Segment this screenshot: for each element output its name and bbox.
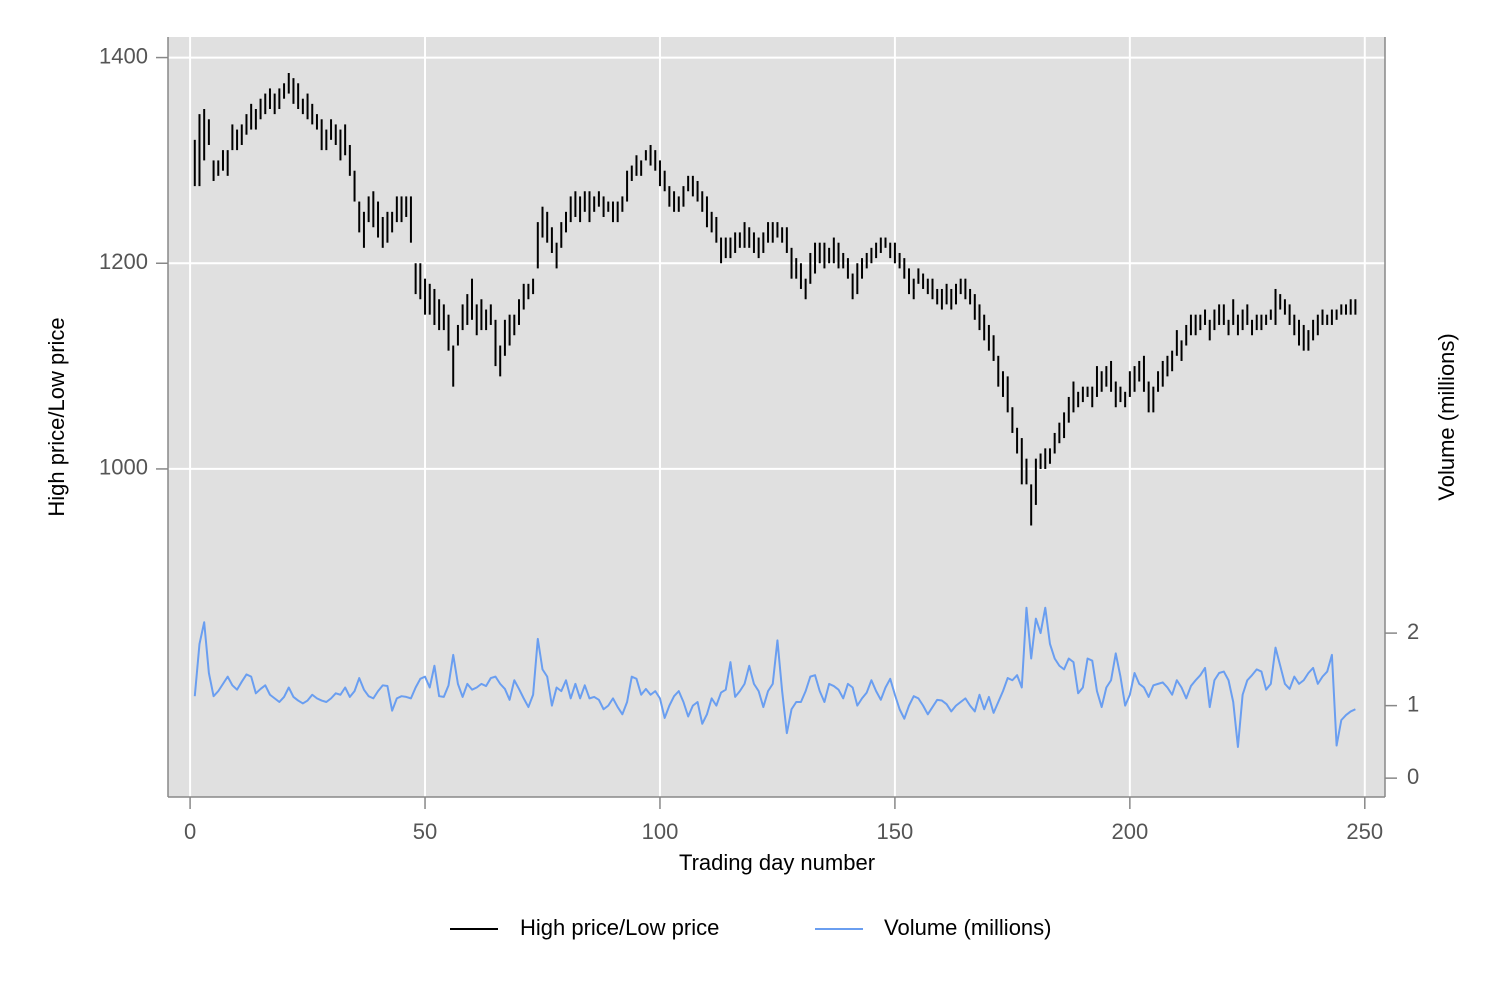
- plot-area: [168, 37, 1385, 797]
- y-axis-title: High price/Low price: [44, 317, 69, 516]
- legend: High price/Low price Volume (millions): [450, 915, 1052, 940]
- y-tick-label: 1200: [99, 249, 148, 274]
- x-tick-label: 0: [184, 819, 196, 844]
- volume-line: [193, 606, 1356, 748]
- x-tick-label: 50: [413, 819, 437, 844]
- y-tick-label: 1400: [99, 43, 148, 68]
- x-tick-label: 100: [642, 819, 679, 844]
- y2-tick-label: 0: [1407, 764, 1419, 789]
- y2-tick-label: 1: [1407, 691, 1419, 716]
- x-tick-label: 250: [1346, 819, 1383, 844]
- legend-label: Volume (millions): [884, 915, 1052, 940]
- x-tick-label: 200: [1111, 819, 1148, 844]
- y2-tick-label: 2: [1407, 619, 1419, 644]
- y2-axis-title: Volume (millions): [1434, 333, 1459, 501]
- x-tick-label: 150: [877, 819, 914, 844]
- y-tick-label: 1000: [99, 455, 148, 480]
- legend-label: High price/Low price: [520, 915, 719, 940]
- x-axis-title: Trading day number: [679, 850, 875, 875]
